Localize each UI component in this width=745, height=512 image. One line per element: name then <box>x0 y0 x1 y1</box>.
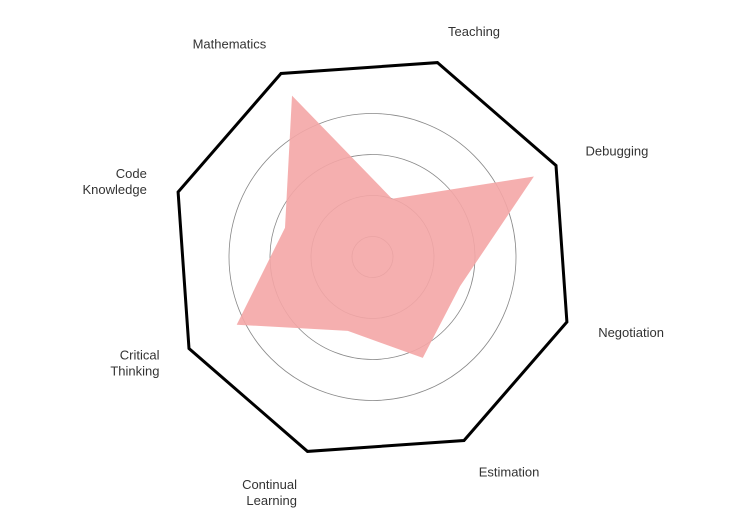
axis-label-continual-learning: Continual Learning <box>242 477 297 508</box>
axis-label-line: Code <box>116 166 147 181</box>
series-area-1 <box>236 95 534 358</box>
axis-label-estimation: Estimation <box>479 465 540 480</box>
axis-label-line: Learning <box>246 493 297 508</box>
axis-label-line: Critical <box>120 348 160 363</box>
axis-label-code-knowledge: Code Knowledge <box>82 166 146 197</box>
axis-label-line: Continual <box>242 477 297 492</box>
axis-label-critical-thinking: Critical Thinking <box>110 348 159 379</box>
axis-label-line: Negotiation <box>598 325 664 340</box>
grid-ring-4 <box>228 113 517 401</box>
axis-label-line: Knowledge <box>82 182 146 197</box>
radar-series-area <box>236 95 534 358</box>
radar-axis-labels: Teaching Debugging Negotiation Estimation Co… <box>82 24 664 508</box>
axis-label-line: Thinking <box>110 364 159 379</box>
axis-label-line: Teaching <box>448 24 500 39</box>
radar-outer-frame <box>176 61 569 453</box>
axis-label-line: Mathematics <box>193 37 267 52</box>
axis-label-line: Debugging <box>586 143 649 158</box>
axis-label-line: Estimation <box>479 465 540 480</box>
axis-label-negotiation: Negotiation <box>598 325 664 340</box>
axis-label-teaching: Teaching <box>448 24 500 39</box>
axis-label-debugging: Debugging <box>586 143 649 158</box>
outer-frame <box>176 61 569 453</box>
axis-label-mathematics: Mathematics <box>193 37 267 52</box>
